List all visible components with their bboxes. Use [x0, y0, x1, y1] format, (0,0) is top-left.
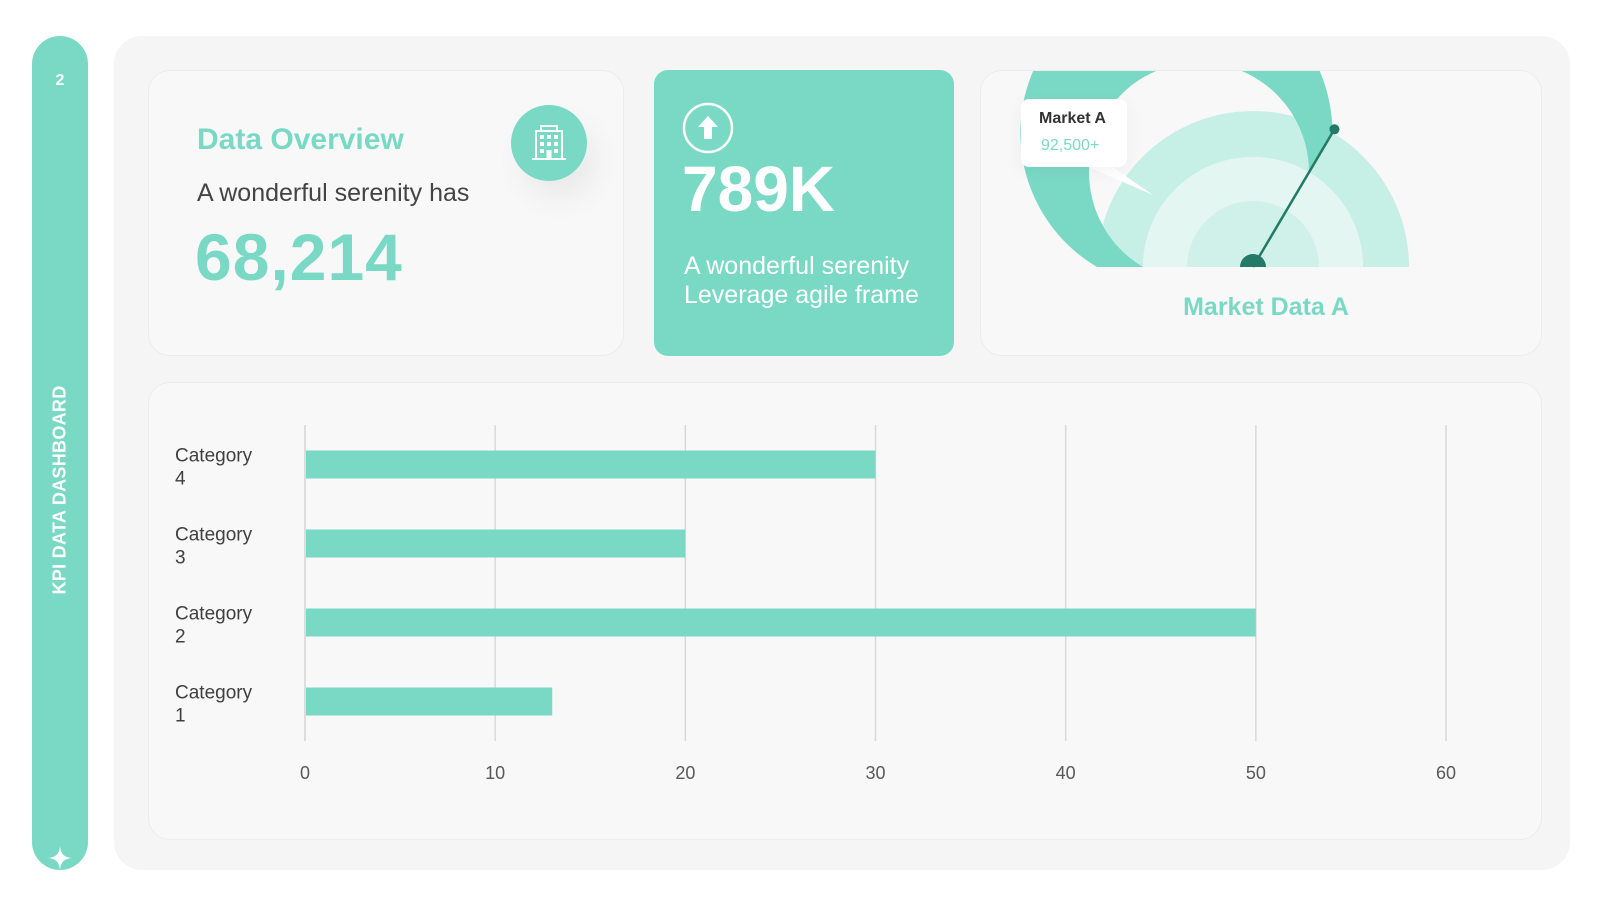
x-tick-label-60: 60 [1436, 763, 1456, 783]
gauge-middle-ring [1143, 156, 1363, 267]
bar-category-3 [306, 529, 686, 558]
gauge-needle [1251, 128, 1336, 268]
x-tick-label-50: 50 [1246, 763, 1266, 783]
sidebar-rail: 2 KPI DATA DASHBOARD [32, 36, 88, 870]
x-tick-label-20: 20 [675, 763, 695, 783]
kpi-value: 789K [682, 153, 835, 225]
sparkle-icon [48, 846, 72, 870]
building-icon-badge [511, 105, 587, 181]
bar-category-2 [306, 608, 1256, 637]
kpi-description: A wonderful serenity Leverage agile fram… [684, 252, 919, 309]
building-icon [532, 125, 566, 160]
arrow-up-circle-icon [682, 102, 734, 154]
x-tick-label-0: 0 [300, 763, 310, 783]
tooltip-value: 92,500+ [1041, 137, 1100, 154]
main-panel: Data Overview A wonderful serenity has 6… [114, 36, 1570, 870]
gauge-needle-tip [1329, 124, 1340, 135]
y-tick-label-category-4: Category 4 [175, 446, 253, 490]
x-tick-label-30: 30 [865, 763, 885, 783]
bar-chart-card: 0 10 20 30 40 50 60 Category 4 Category 3 Category 2… [148, 382, 1542, 840]
y-tick-label-category-3: Category 3 [175, 525, 253, 569]
y-tick-label-category-1: Category 1 [175, 683, 253, 727]
sidebar-title: KPI DATA DASHBOARD [49, 385, 70, 595]
gauge-inner-ring [1187, 201, 1319, 267]
x-tick-label-10: 10 [485, 763, 505, 783]
x-tick-label-40: 40 [1056, 763, 1076, 783]
data-overview-card: Data Overview A wonderful serenity has 6… [148, 70, 624, 356]
overview-subtitle: A wonderful serenity has [197, 179, 470, 207]
market-tooltip: Market A 92,500+ [1021, 99, 1127, 167]
tooltip-title: Market A [1039, 110, 1106, 127]
market-gauge-card: Market A 92,500+ Market Data A [980, 70, 1542, 356]
horizontal-bar-chart: 0 10 20 30 40 50 60 Category 4 Category 3 Category 2… [175, 425, 1456, 783]
gauge-outer-arc [1097, 111, 1409, 267]
overview-value: 68,214 [195, 220, 403, 294]
gauge-hub [1240, 254, 1266, 267]
bar-category-1 [306, 687, 553, 716]
gauge-label: Market Data A [1183, 293, 1349, 321]
kpi-card: 789K A wonderful serenity Leverage agile… [654, 70, 954, 356]
page-number: 2 [55, 72, 65, 89]
overview-title: Data Overview [197, 123, 404, 156]
y-tick-label-category-2: Category 2 [175, 604, 253, 648]
bar-category-4 [306, 450, 876, 479]
tooltip-pointer [1079, 163, 1153, 195]
